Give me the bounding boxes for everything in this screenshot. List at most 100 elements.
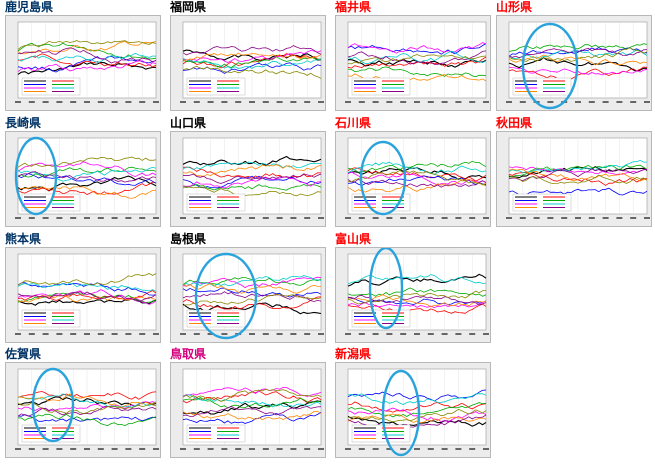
x-tick <box>372 101 379 103</box>
x-tick <box>15 333 21 335</box>
x-tick <box>139 448 146 450</box>
panel-title: 福岡県 <box>170 0 207 14</box>
line-chart <box>345 368 489 457</box>
panel-6: 山口県 <box>168 116 330 231</box>
panel-13: 鳥取県 <box>168 347 330 462</box>
x-tick <box>602 101 609 103</box>
x-tick <box>588 217 595 219</box>
x-tick <box>221 448 228 450</box>
x-tick <box>249 333 255 335</box>
panel-title: 富山県 <box>335 232 372 246</box>
chart-frame <box>335 15 491 111</box>
series-line <box>182 406 322 417</box>
x-tick <box>386 101 393 103</box>
panel-title: 山形県 <box>496 0 533 14</box>
series-line <box>17 294 157 303</box>
series-line <box>17 52 157 63</box>
series-line <box>347 161 487 176</box>
x-tick <box>70 448 77 450</box>
series-line <box>347 167 487 182</box>
x-tick <box>56 217 63 219</box>
series-line <box>182 57 322 69</box>
series-line <box>17 401 157 412</box>
line-chart <box>345 21 489 103</box>
chart-frame <box>496 131 652 227</box>
highlight-circle <box>521 22 579 110</box>
x-tick <box>318 101 324 103</box>
x-tick <box>414 217 420 219</box>
x-tick <box>153 101 159 103</box>
chart-frame <box>335 362 491 458</box>
x-tick <box>276 101 283 103</box>
legend <box>351 424 411 443</box>
line-chart <box>180 368 324 450</box>
x-tick <box>304 333 311 335</box>
x-tick <box>441 101 448 103</box>
chart-frame <box>335 247 491 343</box>
series-line <box>508 66 648 76</box>
panel-title: 佐賀県 <box>5 347 42 361</box>
series-line <box>182 164 322 177</box>
line-chart <box>506 137 650 219</box>
panel-14: 新潟県 <box>333 347 495 462</box>
series-line <box>182 397 322 409</box>
x-tick <box>276 217 283 219</box>
x-tick <box>469 217 476 219</box>
series-line <box>347 393 487 405</box>
panel-4: 山形県 <box>494 0 655 115</box>
x-tick <box>249 448 255 450</box>
x-tick <box>180 101 186 103</box>
line-chart <box>180 252 324 340</box>
panel-title: 島根県 <box>170 232 207 246</box>
x-tick <box>97 217 104 219</box>
series-line <box>17 40 157 55</box>
highlight-circle <box>194 252 258 340</box>
x-tick <box>304 101 311 103</box>
x-tick <box>84 448 90 450</box>
x-tick <box>455 448 462 450</box>
x-tick <box>469 448 476 450</box>
x-tick <box>400 101 407 103</box>
panel-2: 福岡県 <box>168 0 330 115</box>
series-line <box>17 393 157 408</box>
x-tick <box>345 101 351 103</box>
x-tick <box>441 217 448 219</box>
x-tick <box>455 101 462 103</box>
x-tick <box>372 333 379 335</box>
x-tick <box>111 101 118 103</box>
x-tick <box>441 448 448 450</box>
series-line <box>347 43 487 55</box>
chart-frame <box>335 131 491 227</box>
x-tick <box>519 101 526 103</box>
panel-10: 島根県 <box>168 232 330 347</box>
x-tick <box>70 217 77 219</box>
series-line <box>17 61 157 75</box>
series-line <box>182 56 322 68</box>
x-tick <box>358 101 365 103</box>
line-chart <box>506 21 650 110</box>
x-tick <box>42 217 49 219</box>
series-line <box>508 47 648 59</box>
series-line <box>347 170 487 187</box>
highlight-circle <box>31 367 75 443</box>
series-line <box>508 47 648 62</box>
x-tick <box>207 448 214 450</box>
series-line <box>347 171 487 186</box>
series-line <box>508 187 648 197</box>
x-tick <box>180 448 186 450</box>
series-line <box>182 291 322 302</box>
x-tick <box>414 333 420 335</box>
series-line <box>508 159 647 174</box>
x-tick <box>483 448 489 450</box>
x-tick <box>506 101 512 103</box>
x-tick <box>70 333 77 335</box>
x-tick <box>193 101 200 103</box>
panel-9: 熊本県 <box>3 232 165 347</box>
chart-frame <box>5 247 161 343</box>
x-tick <box>400 448 407 450</box>
x-tick <box>180 217 186 219</box>
x-tick <box>506 217 512 219</box>
series-line <box>348 401 487 413</box>
series-line <box>182 186 322 197</box>
x-tick <box>345 333 351 335</box>
